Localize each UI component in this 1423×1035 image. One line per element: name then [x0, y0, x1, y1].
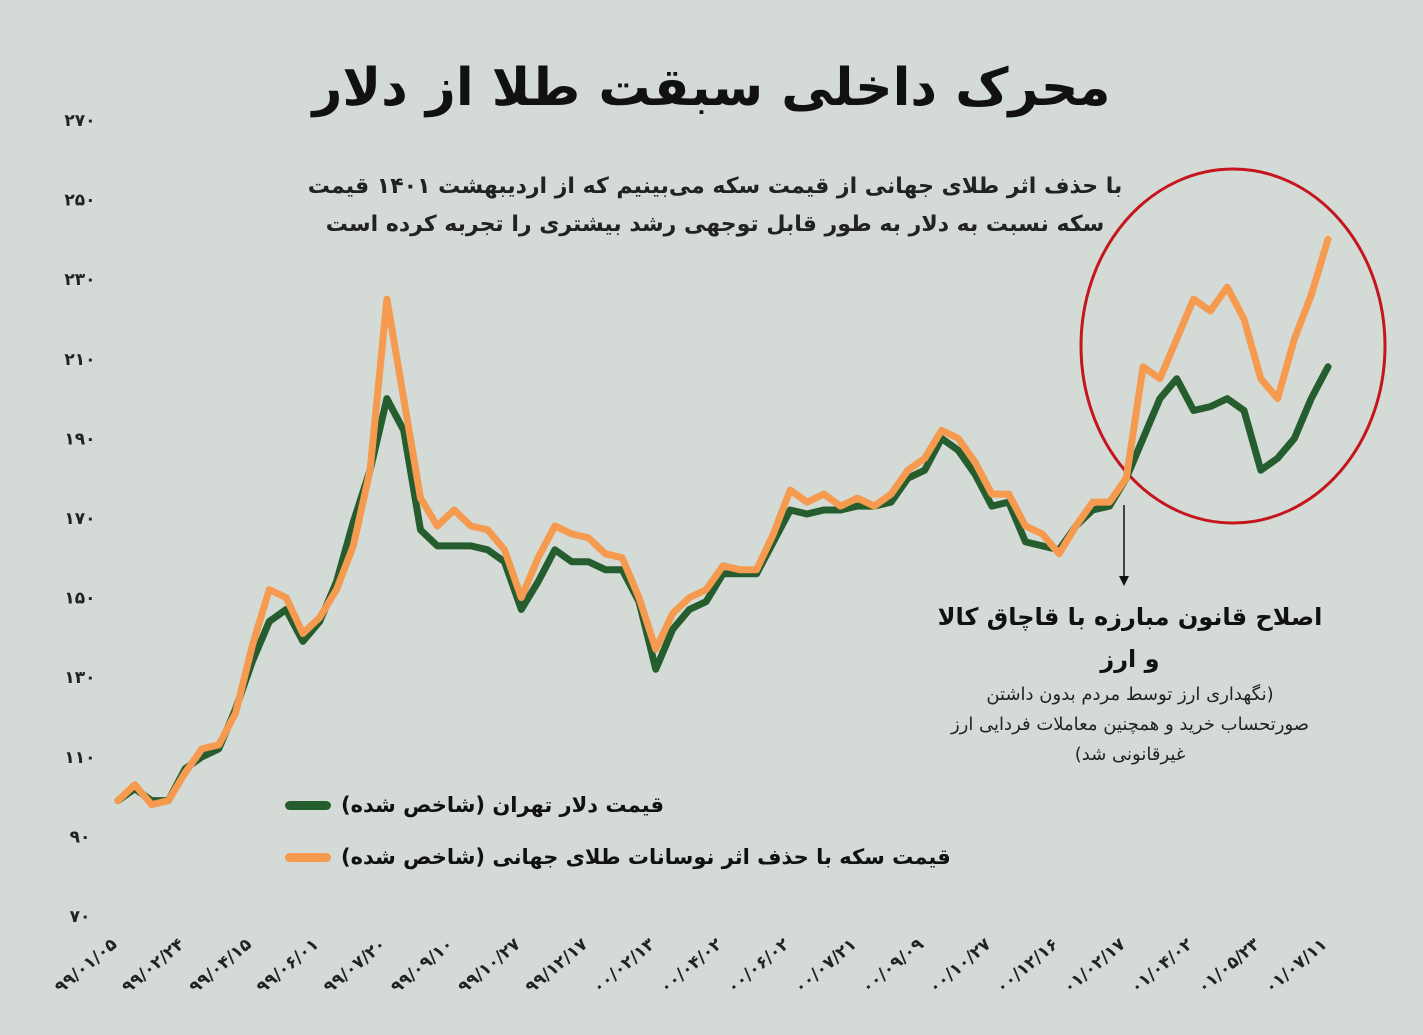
legend-label: قیمت دلار تهران (شاخص شده) [341, 793, 665, 817]
x-tick-label: ۹۹/۱۲/۱۷ [522, 934, 593, 998]
y-tick-label: ۹۰ [70, 827, 91, 847]
x-tick-label: ۹۹/۰۲/۲۴ [118, 935, 188, 998]
y-tick-label: ۲۱۰ [64, 350, 95, 370]
x-tick-label: ۰۰/۱۰/۲۷ [925, 934, 996, 998]
x-tick-label: ۰۰/۰۹/۰۹ [858, 934, 929, 998]
x-tick-label: ۰۱/۰۴/۰۲ [1127, 934, 1198, 998]
chart-title: محرک داخلی سبقت طلا از دلار [312, 58, 1111, 118]
x-tick-label: ۹۹/۰۱/۰۵ [51, 935, 121, 998]
x-tick-label: ۰۱/۰۵/۲۳ [1194, 934, 1265, 998]
x-tick-label: ۰۰/۰۴/۰۲ [656, 934, 727, 998]
data-line [114, 235, 1332, 809]
x-tick-label: ۹۹/۰۶/۰۱ [253, 935, 323, 998]
x-tick-label: ۰۰/۰۷/۲۱ [791, 935, 861, 998]
chart-subtitle: با حذف اثر طلای جهانی از قیمت سکه می‌بین… [307, 174, 1123, 237]
x-tick-label: ۰۰/۰۶/۰۲ [723, 934, 794, 998]
annotation-text: (نگهداری ارز توسط مردم بدون داشتن صورتحس… [950, 684, 1310, 765]
x-tick-label: ۰۱/۰۲/۱۷ [1059, 934, 1130, 998]
y-tick-label: ۱۹۰ [64, 429, 95, 449]
legend-swatch [285, 852, 331, 862]
x-tick-label: ۰۱/۰۷/۱۱ [1261, 935, 1331, 998]
legend-item: قیمت سکه با حذف اثر نوسانات طلای جهانی (… [285, 845, 951, 869]
annotation-title: اصلاح قانون مبارزه با قاچاق کالا و ارز [937, 603, 1323, 673]
legend-label: قیمت سکه با حذف اثر نوسانات طلای جهانی (… [341, 845, 951, 869]
y-tick-label: ۱۱۰ [64, 748, 95, 768]
legend-item: قیمت دلار تهران (شاخص شده) [285, 793, 664, 817]
x-tick-label: ۰۰/۰۲/۱۳ [589, 934, 660, 998]
y-tick-label: ۱۷۰ [64, 509, 95, 529]
y-tick-label: ۲۵۰ [64, 191, 95, 211]
y-tick-label: ۲۷۰ [64, 111, 95, 131]
x-tick-label: ۹۹/۰۴/۱۵ [186, 935, 256, 998]
highlight-circle [1079, 167, 1387, 525]
arrow-head [1119, 576, 1129, 586]
x-tick-label: ۰۰/۱۲/۱۶ [992, 935, 1062, 998]
x-tick-label: ۹۹/۰۹/۱۰ [387, 935, 457, 998]
x-tick-label: ۹۹/۰۷/۲۰ [320, 935, 390, 998]
legend-swatch [285, 800, 331, 810]
y-tick-label: ۱۳۰ [64, 668, 95, 688]
y-tick-label: ۷۰ [70, 907, 91, 927]
y-tick-label: ۲۳۰ [64, 270, 95, 290]
x-tick-label: ۹۹/۱۰/۲۷ [454, 934, 525, 998]
y-tick-label: ۱۵۰ [64, 589, 95, 609]
